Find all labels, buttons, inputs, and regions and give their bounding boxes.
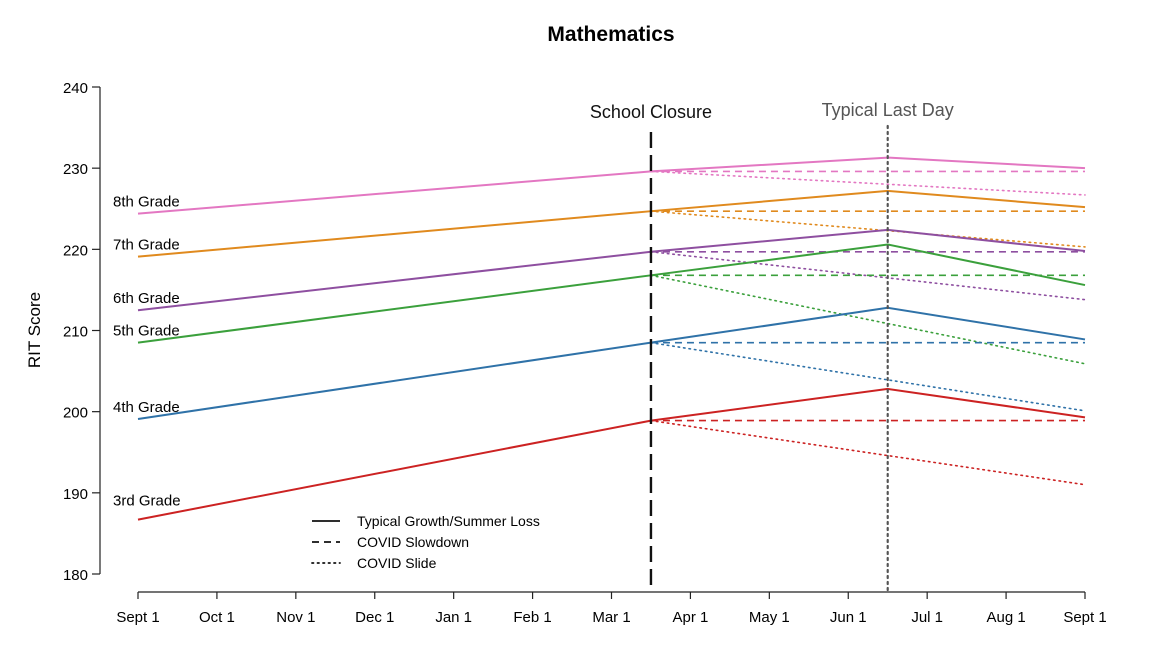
6th-grade-slide-line	[650, 250, 1086, 301]
x-tick-label: Jan 1	[435, 609, 472, 626]
3rd-grade-typical-line	[137, 387, 1086, 521]
6th-grade-label: 6th Grade	[113, 290, 180, 307]
x-tick-label: May 1	[749, 609, 790, 626]
4th-grade-label: 4th Grade	[113, 399, 180, 416]
y-tick-label: 190	[63, 486, 88, 503]
x-tick-label: Sept 1	[116, 609, 159, 626]
series-layer	[137, 156, 1086, 521]
y-axis-label: RIT Score	[25, 292, 44, 368]
y-tick-label: 200	[63, 405, 88, 422]
y-tick-label: 220	[63, 242, 88, 259]
5th-grade-slide-line	[650, 274, 1086, 365]
x-tick-label: Jul 1	[911, 609, 943, 626]
x-tick-label: Nov 1	[276, 609, 315, 626]
3rd-grade-slide-line	[650, 419, 1086, 486]
7th-grade-label: 7th Grade	[113, 237, 180, 254]
x-tick-label: Apr 1	[672, 609, 708, 626]
3rd-grade-label: 3rd Grade	[113, 493, 181, 510]
legend: Typical Growth/Summer Loss COVID Slowdown…	[311, 513, 540, 571]
x-tick-label: Aug 1	[986, 609, 1025, 626]
x-tick-label: Oct 1	[199, 609, 235, 626]
x-tick-label: Jun 1	[830, 609, 867, 626]
8th-grade-slide-line	[650, 170, 1086, 196]
legend-label: COVID Slowdown	[357, 534, 469, 550]
5th-grade-typical-line	[137, 243, 1086, 344]
x-tick-label: Feb 1	[513, 609, 551, 626]
y-tick-label: 230	[63, 161, 88, 178]
y-tick-label: 210	[63, 324, 88, 341]
school-closure-label: School Closure	[590, 102, 712, 122]
x-tick-label: Dec 1	[355, 609, 394, 626]
5th-grade-label: 5th Grade	[113, 323, 180, 340]
7th-grade-typical-line	[137, 189, 1086, 258]
y-tick-label: 180	[63, 567, 88, 584]
legend-label: COVID Slide	[357, 555, 437, 571]
x-tick-label: Sept 1	[1063, 609, 1106, 626]
x-tick-label: Mar 1	[592, 609, 630, 626]
8th-grade-label: 8th Grade	[113, 194, 180, 211]
typical-last-day-label: Typical Last Day	[822, 100, 954, 120]
annotation-layer: School Closure Typical Last Day	[590, 100, 954, 594]
7th-grade-slide-line	[650, 210, 1086, 248]
chart-title: Mathematics	[547, 23, 674, 46]
grade-label-layer: 8th Grade 7th Grade 6th Grade 5th Grade 4th …	[113, 194, 181, 510]
4th-grade-slide-line	[650, 341, 1086, 412]
8th-grade-typical-line	[137, 156, 1086, 215]
y-tick-label: 240	[63, 80, 88, 97]
6th-grade-typical-line	[137, 228, 1086, 312]
legend-label: Typical Growth/Summer Loss	[357, 513, 540, 529]
4th-grade-typical-line	[137, 306, 1086, 420]
axes: 180 190 200 210 220 230 240 Sept 1 Oct 1 Nov 1 Dec…	[63, 80, 1107, 626]
